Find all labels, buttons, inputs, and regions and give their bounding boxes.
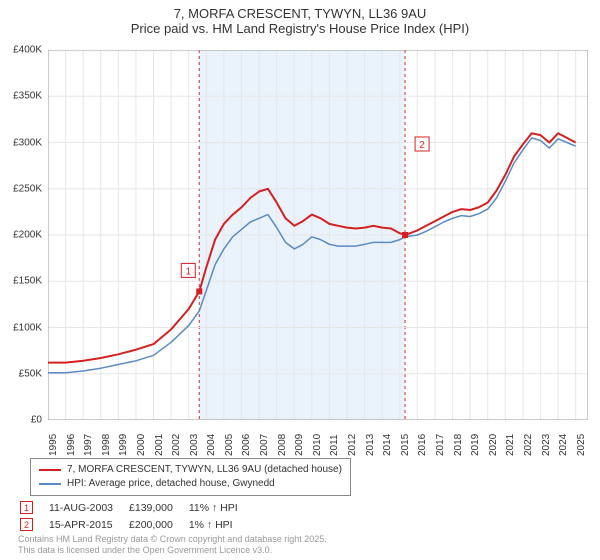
y-tick-label: £200K <box>13 230 42 241</box>
chart-svg: 12 <box>48 50 588 420</box>
marker-badge-2: 2 <box>20 518 33 531</box>
x-tick-label: 1997 <box>83 434 94 456</box>
legend: 7, MORFA CRESCENT, TYWYN, LL36 9AU (deta… <box>30 458 351 496</box>
legend-row-series1: 7, MORFA CRESCENT, TYWYN, LL36 9AU (deta… <box>39 463 342 477</box>
x-tick-label: 2003 <box>189 434 200 456</box>
x-tick-label: 2016 <box>417 434 428 456</box>
x-tick-label: 1995 <box>48 434 59 456</box>
x-tick-label: 2007 <box>259 434 270 456</box>
footer-line2: This data is licensed under the Open Gov… <box>18 545 327 556</box>
legend-label-2: HPI: Average price, detached house, Gwyn… <box>67 477 275 491</box>
marker-change-1: 11% ↑ HPI <box>189 500 252 515</box>
y-tick-label: £400K <box>13 45 42 56</box>
x-axis-labels: 1995 1996 1997 1998 1999 2000 2001 2002 2003 2004… <box>48 422 588 462</box>
title-subtitle: Price paid vs. HM Land Registry's House … <box>0 21 600 36</box>
y-axis-labels: £0£50K£100K£150K£200K£250K£300K£350K£400… <box>0 50 46 420</box>
x-tick-label: 2002 <box>171 434 182 456</box>
x-tick-label: 1998 <box>101 434 112 456</box>
x-tick-label: 2004 <box>206 434 217 456</box>
x-tick-label: 2019 <box>470 434 481 456</box>
x-tick-label: 2015 <box>400 434 411 456</box>
x-tick-label: 2013 <box>365 434 376 456</box>
title-address: 7, MORFA CRESCENT, TYWYN, LL36 9AU <box>0 6 600 21</box>
x-tick-label: 2018 <box>453 434 464 456</box>
x-tick-label: 2011 <box>329 434 340 456</box>
x-tick-label: 2021 <box>505 434 516 456</box>
legend-swatch-1 <box>39 469 61 471</box>
y-tick-label: £50K <box>19 368 42 379</box>
x-tick-label: 2020 <box>488 434 499 456</box>
x-tick-label: 2012 <box>347 434 358 456</box>
x-tick-label: 2000 <box>136 434 147 456</box>
table-row: 2 15-APR-2015 £200,000 1% ↑ HPI <box>20 517 252 532</box>
x-tick-label: 2024 <box>558 434 569 456</box>
marker-price-1: £139,000 <box>129 500 187 515</box>
marker-change-2: 1% ↑ HPI <box>189 517 252 532</box>
x-tick-label: 2006 <box>241 434 252 456</box>
x-tick-label: 2023 <box>541 434 552 456</box>
x-tick-label: 1999 <box>118 434 129 456</box>
footer-line1: Contains HM Land Registry data © Crown c… <box>18 534 327 545</box>
x-tick-label: 2001 <box>154 434 165 456</box>
marker-price-2: £200,000 <box>129 517 187 532</box>
y-tick-label: £300K <box>13 137 42 148</box>
y-tick-label: £150K <box>13 276 42 287</box>
footer-attribution: Contains HM Land Registry data © Crown c… <box>18 534 327 556</box>
marker-badge-1: 1 <box>20 501 33 514</box>
x-tick-label: 2017 <box>435 434 446 456</box>
x-tick-label: 2008 <box>277 434 288 456</box>
y-tick-label: £0 <box>31 415 42 426</box>
x-tick-label: 2025 <box>576 434 587 456</box>
svg-text:2: 2 <box>419 140 425 151</box>
x-tick-label: 2005 <box>224 434 235 456</box>
table-row: 1 11-AUG-2003 £139,000 11% ↑ HPI <box>20 500 252 515</box>
title-block: 7, MORFA CRESCENT, TYWYN, LL36 9AU Price… <box>0 0 600 38</box>
x-tick-label: 2009 <box>294 434 305 456</box>
x-tick-label: 2014 <box>382 434 393 456</box>
chart-container: 7, MORFA CRESCENT, TYWYN, LL36 9AU Price… <box>0 0 600 560</box>
y-tick-label: £350K <box>13 91 42 102</box>
x-tick-label: 2010 <box>312 434 323 456</box>
marker-date-1: 11-AUG-2003 <box>49 500 127 515</box>
svg-text:1: 1 <box>185 266 191 277</box>
x-tick-label: 2022 <box>523 434 534 456</box>
legend-swatch-2 <box>39 483 61 485</box>
x-tick-label: 1996 <box>66 434 77 456</box>
marker-date-2: 15-APR-2015 <box>49 517 127 532</box>
chart-plot-area: 12 <box>48 50 588 420</box>
y-tick-label: £100K <box>13 322 42 333</box>
legend-row-series2: HPI: Average price, detached house, Gwyn… <box>39 477 342 491</box>
y-tick-label: £250K <box>13 183 42 194</box>
legend-label-1: 7, MORFA CRESCENT, TYWYN, LL36 9AU (deta… <box>67 463 342 477</box>
markers-table: 1 11-AUG-2003 £139,000 11% ↑ HPI 2 15-AP… <box>18 498 254 534</box>
